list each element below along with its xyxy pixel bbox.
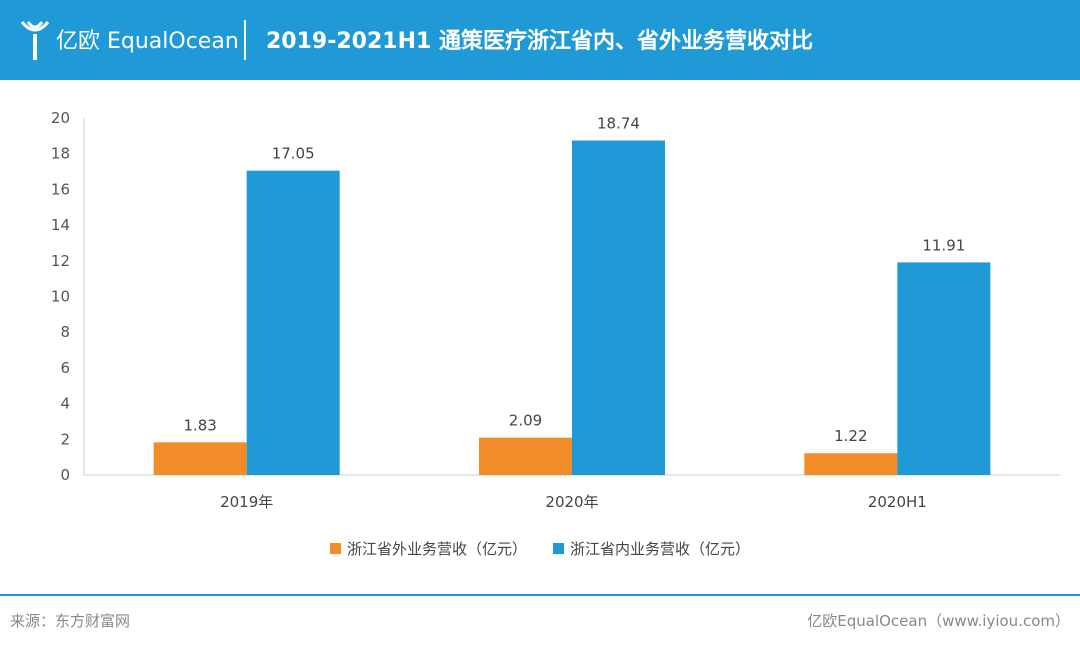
bar-inside-0	[246, 170, 340, 475]
data-label: 18.74	[597, 114, 640, 132]
bar-inside-2	[897, 262, 991, 475]
bar-inside-1	[572, 140, 665, 475]
legend-swatch-inside	[553, 543, 564, 554]
y-tick-label: 4	[60, 395, 70, 413]
brand-name: 亿欧 EqualOcean	[56, 29, 239, 54]
header-bar: 亿欧 EqualOcean 2019-2021H1 通策医疗浙江省内、省外业务营…	[0, 0, 1080, 80]
legend-swatch-outside	[329, 543, 341, 554]
credit-note: 亿欧EqualOcean（www.iyiou.com）	[807, 612, 1070, 630]
chart-title: 2019-2021H1 通策医疗浙江省内、省外业务营收对比	[266, 29, 813, 54]
legend-label-outside: 浙江省外业务营收（亿元）	[346, 540, 527, 558]
bar-outside-2	[804, 453, 898, 475]
legend-item-inside: 浙江省内业务营收（亿元）	[553, 538, 750, 559]
y-tick-label: 10	[51, 288, 70, 306]
chart-legend: 浙江省外业务营收（亿元） 浙江省内业务营收（亿元）	[0, 538, 1080, 559]
footer-divider	[0, 594, 1080, 596]
x-tick-label: 2020年	[545, 493, 598, 511]
bar-chart: 0 2 4 6 8 10 12 14 16 18 20 1.83 17.05 2019年 2.09 18.74…	[51, 109, 1060, 511]
bar-outside-0	[153, 442, 247, 475]
data-label: 1.22	[834, 427, 867, 445]
x-tick-label: 2019年	[220, 493, 273, 511]
data-label: 11.91	[922, 236, 965, 254]
y-tick-label: 14	[51, 216, 70, 234]
legend-item-outside: 浙江省外业务营收（亿元）	[329, 538, 527, 559]
data-label: 17.05	[272, 145, 315, 163]
y-tick-label: 0	[60, 466, 70, 484]
data-label: 1.83	[183, 416, 216, 434]
y-tick-label: 16	[51, 180, 70, 198]
y-tick-label: 20	[51, 109, 70, 127]
y-tick-label: 6	[60, 359, 70, 377]
source-note: 来源：东方财富网	[10, 612, 131, 630]
data-label: 2.09	[509, 412, 542, 430]
header-divider	[244, 20, 246, 60]
legend-label-inside: 浙江省内业务营收（亿元）	[570, 540, 751, 558]
y-tick-label: 12	[51, 252, 70, 270]
bar-outside-1	[479, 437, 572, 475]
y-tick-label: 2	[60, 430, 70, 448]
x-tick-label: 2020H1	[868, 493, 927, 511]
y-tick-label: 18	[51, 145, 70, 163]
equalocean-logo-icon	[20, 21, 50, 60]
y-tick-label: 8	[60, 323, 70, 341]
